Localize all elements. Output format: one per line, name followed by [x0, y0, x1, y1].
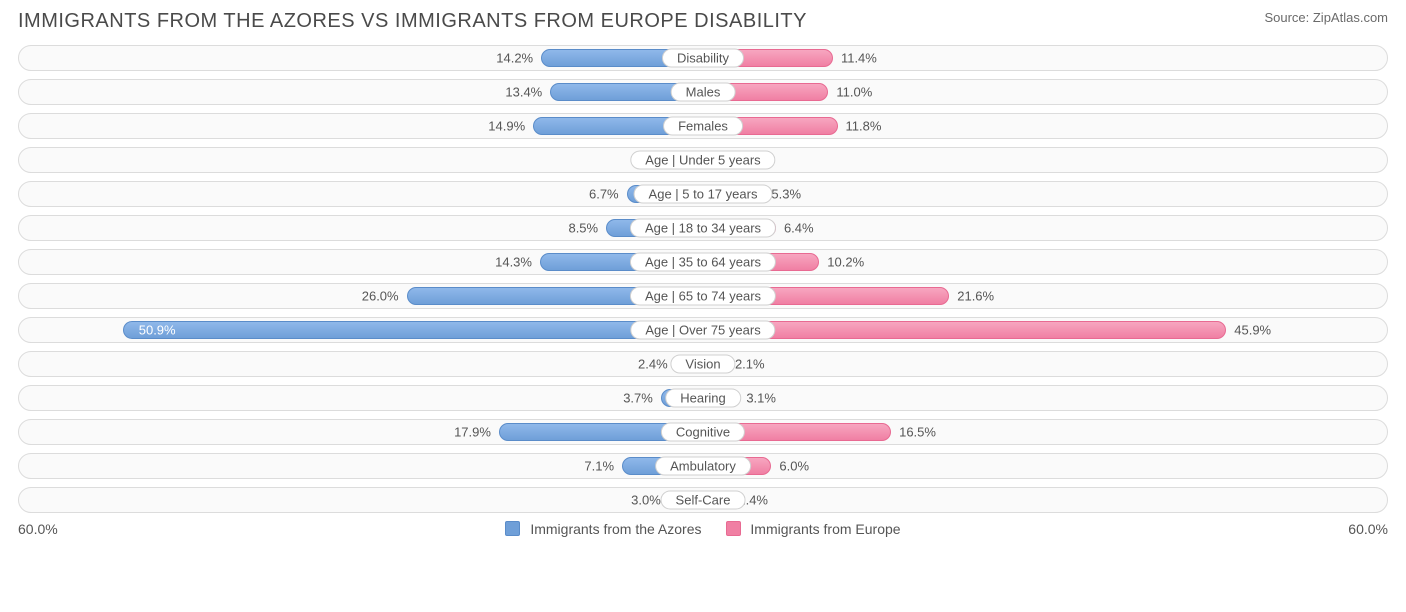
- value-label-right: 11.8%: [846, 119, 882, 134]
- category-label: Hearing: [665, 389, 741, 408]
- value-label-left: 8.5%: [568, 221, 598, 236]
- bar-left: [123, 321, 703, 339]
- chart-source: Source: ZipAtlas.com: [1264, 10, 1388, 25]
- value-label-right: 6.4%: [784, 221, 814, 236]
- value-label-right: 10.2%: [827, 255, 864, 270]
- value-label-left: 14.2%: [496, 51, 533, 66]
- category-label: Disability: [662, 49, 744, 68]
- chart-row: 3.7% 3.1% Hearing: [18, 385, 1388, 411]
- value-label-left: 17.9%: [454, 425, 491, 440]
- category-label: Males: [671, 83, 736, 102]
- value-label-right: 11.4%: [841, 51, 877, 66]
- category-label: Age | 5 to 17 years: [634, 185, 773, 204]
- bar-right: [703, 321, 1226, 339]
- butterfly-chart: 14.2% 11.4% Disability 13.4% 11.0% Males 14.9%…: [18, 45, 1388, 513]
- value-label-left: 3.0%: [631, 493, 661, 508]
- value-label-right: 21.6%: [957, 289, 994, 304]
- legend-swatch-left: [505, 521, 520, 536]
- value-label-right: 45.9%: [1234, 323, 1271, 338]
- value-label-left: 14.3%: [495, 255, 532, 270]
- axis-max-left: 60.0%: [18, 521, 58, 537]
- axis-max-right: 60.0%: [1348, 521, 1388, 537]
- category-label: Cognitive: [661, 423, 745, 442]
- chart-row: 6.7% 5.3%Age | 5 to 17 years: [18, 181, 1388, 207]
- chart-row: 3.0%2.4%Self-Care: [18, 487, 1388, 513]
- chart-row: 14.3% 10.2% Age | 35 to 64 years: [18, 249, 1388, 275]
- chart-row: 26.0% 21.6% Age | 65 to 74 years: [18, 283, 1388, 309]
- value-label-left: 2.4%: [638, 357, 668, 372]
- chart-row: 17.9% 16.5% Cognitive: [18, 419, 1388, 445]
- category-label: Vision: [670, 355, 735, 374]
- value-label-left: 7.1%: [584, 459, 614, 474]
- category-label: Ambulatory: [655, 457, 751, 476]
- category-label: Age | Under 5 years: [630, 151, 775, 170]
- value-label-right: 16.5%: [899, 425, 936, 440]
- chart-row: 14.2% 11.4% Disability: [18, 45, 1388, 71]
- value-label-left: 3.7%: [623, 391, 653, 406]
- legend-item-right: Immigrants from Europe: [726, 521, 901, 537]
- chart-row: 50.9% 45.9% Age | Over 75 years: [18, 317, 1388, 343]
- legend-swatch-right: [726, 521, 741, 536]
- category-label: Age | Over 75 years: [630, 321, 775, 340]
- value-label-right: 2.1%: [735, 357, 765, 372]
- category-label: Females: [663, 117, 743, 136]
- chart-row: 7.1% 6.0% Ambulatory: [18, 453, 1388, 479]
- value-label-left: 50.9%: [139, 323, 176, 338]
- chart-header: IMMIGRANTS FROM THE AZORES VS IMMIGRANTS…: [18, 10, 1388, 33]
- chart-row: 2.2%1.3%Age | Under 5 years: [18, 147, 1388, 173]
- value-label-left: 13.4%: [505, 85, 542, 100]
- value-label-left: 26.0%: [362, 289, 399, 304]
- chart-row: 14.9% 11.8% Females: [18, 113, 1388, 139]
- chart-footer: 60.0% Immigrants from the Azores Immigra…: [18, 521, 1388, 537]
- chart-row: 13.4% 11.0% Males: [18, 79, 1388, 105]
- category-label: Age | 35 to 64 years: [630, 253, 776, 272]
- chart-row: 2.4% 2.1%Vision: [18, 351, 1388, 377]
- chart-row: 8.5% 6.4% Age | 18 to 34 years: [18, 215, 1388, 241]
- value-label-left: 14.9%: [488, 119, 525, 134]
- chart-title: IMMIGRANTS FROM THE AZORES VS IMMIGRANTS…: [18, 10, 807, 33]
- value-label-right: 3.1%: [746, 391, 776, 406]
- category-label: Age | 65 to 74 years: [630, 287, 776, 306]
- value-label-left: 6.7%: [589, 187, 619, 202]
- value-label-right: 5.3%: [771, 187, 801, 202]
- legend-item-left: Immigrants from the Azores: [505, 521, 701, 537]
- value-label-right: 11.0%: [836, 85, 872, 100]
- legend-label-left: Immigrants from the Azores: [530, 521, 701, 537]
- value-label-right: 6.0%: [779, 459, 809, 474]
- legend-label-right: Immigrants from Europe: [750, 521, 900, 537]
- category-label: Self-Care: [661, 491, 746, 510]
- category-label: Age | 18 to 34 years: [630, 219, 776, 238]
- legend: Immigrants from the Azores Immigrants fr…: [505, 521, 900, 537]
